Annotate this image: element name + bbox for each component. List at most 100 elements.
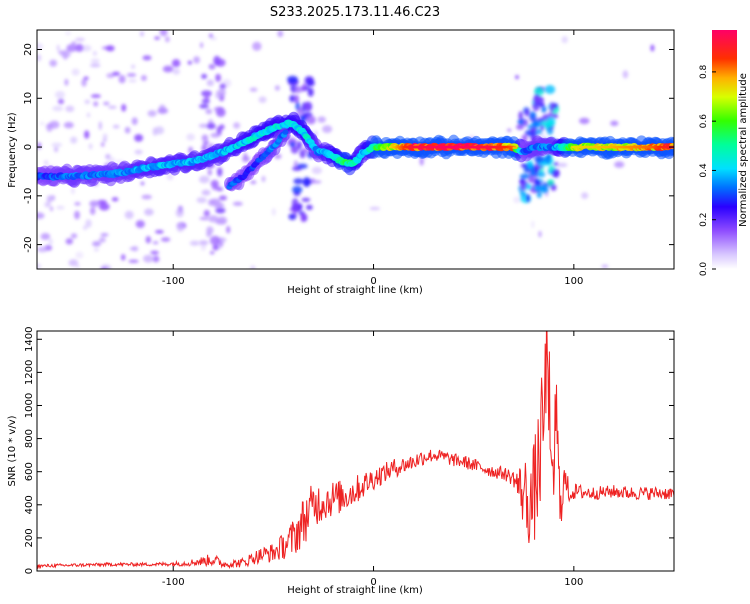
spectrogram-burst-blob (531, 120, 541, 128)
spectrogram-bursts (198, 55, 560, 251)
spectrogram-frame (36, 29, 675, 270)
spectrogram-noise-blob (601, 264, 609, 268)
spectrogram-noise-blob (243, 152, 248, 160)
spectrogram-noise-blob (40, 233, 51, 240)
spectrogram-noise-blob (108, 105, 117, 109)
spectrogram-noise-blob (52, 105, 64, 112)
spectrogram-y-tick-label: 20 (23, 43, 34, 56)
spectrogram-noise-blob (65, 105, 75, 113)
spectrogram-burst-blob (217, 216, 228, 225)
spectrogram-burst-blob (519, 178, 525, 184)
spectrogram-burst-blob (550, 184, 557, 191)
snr-y-tick-label: 400 (24, 495, 35, 514)
spectrogram-noise-blob (81, 78, 87, 87)
colorbar-tick-label: 0.8 (699, 64, 709, 79)
spectrogram-burst-blob (209, 235, 221, 246)
spectrogram-noise-blob (154, 36, 161, 40)
spectrogram-noise-blob (37, 142, 41, 150)
spectrogram-noise-blob (112, 124, 120, 129)
spectrogram-noise-blob (561, 36, 568, 44)
spectrogram-noise-blob (252, 41, 262, 51)
spectrogram-noise-blob (56, 205, 65, 210)
spectrogram-y-tick-label: 10 (23, 92, 34, 105)
spectrogram-noise-blob (84, 99, 91, 105)
spectrogram-noise-blob (162, 65, 174, 73)
spectrogram-burst-blob (216, 167, 223, 177)
spectrogram-noise-blob (97, 199, 107, 205)
spectrogram-ridge-peak (512, 146, 518, 149)
spectrogram-noise-blob (129, 247, 138, 251)
spectrogram-noise-blob (135, 220, 145, 229)
spectrogram-burst-blob (534, 155, 546, 163)
spectrogram-noise-blob (54, 90, 66, 99)
spectrogram-noise-blob (579, 117, 590, 125)
spectrogram-noise-blob (322, 125, 333, 133)
spectrogram-noise-blob (128, 79, 137, 83)
spectrogram-noise-blob (65, 31, 72, 35)
snr-y-ticks: 0 200 400 600 800 1000 1200 1400 (24, 327, 674, 574)
spectrogram-burst-blob (536, 117, 545, 123)
spectrogram-noise-blob (143, 254, 154, 263)
spectrogram-burst-blob (533, 94, 540, 103)
colorbar-ticks: 0.0 0.2 0.4 0.6 0.8 (699, 64, 716, 276)
spectrogram-burst-blob (215, 73, 222, 82)
spectrogram-noise-blob (140, 181, 145, 186)
spectrogram-y-tick-label: -10 (23, 188, 34, 204)
spectrogram-noise-blob (140, 75, 147, 81)
spectrogram-burst-blob (206, 231, 212, 238)
spectrogram-noise-blob (186, 133, 195, 141)
colorbar-label: Normalized spectral amplitude (738, 73, 749, 227)
spectrogram-noise-blob (37, 246, 48, 253)
spectrogram-burst-blob (219, 195, 227, 201)
spectrogram-burst-blob (523, 119, 528, 127)
spectrogram-burst-blob (540, 123, 545, 131)
spectrogram-noise-blob (74, 202, 81, 206)
spectrogram-noise-blob (75, 251, 84, 259)
spectrogram-burst-blob (294, 94, 300, 104)
spectrogram-y-ticks: -20 -10 0 10 20 (23, 43, 674, 253)
spectrogram-burst-blob (516, 124, 524, 130)
spectrogram-burst-blob (520, 163, 528, 168)
spectrogram-burst-blob (198, 240, 209, 246)
spectrogram-burst-blob (530, 126, 537, 134)
spectrogram-noise-blob (189, 240, 200, 246)
spectrogram-burst-blob (287, 75, 298, 84)
spectrogram-noise-blob (71, 68, 80, 76)
spectrogram-noise-blob (140, 31, 144, 37)
snr-x-ticks: -100 0 100 (162, 331, 583, 588)
spectrogram-burst-blob (553, 162, 559, 166)
spectrogram-noise-blob (103, 101, 110, 106)
spectrogram-burst-blob (201, 73, 208, 79)
spectrogram-burst-blob (543, 120, 553, 129)
spectrogram-burst-blob (293, 86, 303, 93)
spectrogram-burst-blob (290, 145, 299, 154)
spectrogram-x-ticks: -100 0 100 (162, 30, 583, 287)
spectrogram-noise-blob (200, 42, 204, 49)
spectrogram-burst-blob (210, 132, 220, 138)
spectrogram-noise-blob (112, 71, 121, 76)
spectrogram-burst-blob (208, 215, 219, 223)
spectrogram-burst-blob (219, 83, 226, 89)
snr-frame (36, 330, 675, 572)
spectrogram-noise-blob (199, 216, 210, 221)
spectrogram-noise-blob (261, 175, 266, 183)
spectrogram-noise-blob (271, 208, 276, 216)
spectrogram-burst-blob (544, 85, 556, 94)
spectrogram-noise-blob (126, 73, 137, 77)
spectrogram-noise-blob (84, 130, 90, 139)
spectrogram-noise-blob (65, 238, 74, 245)
snr-y-tick-label: 0 (24, 568, 35, 574)
spectrogram-burst-blob (547, 179, 555, 186)
spectrogram-burst-blob (536, 191, 542, 198)
colorbar-tick-label: 0.4 (699, 163, 709, 178)
spectrogram-burst-blob (198, 123, 209, 128)
spectrogram-noise-blob (152, 241, 159, 245)
spectrogram-burst-blob (302, 177, 311, 187)
spectrogram-burst-blob (289, 95, 296, 103)
spectrogram-burst-blob (215, 207, 226, 214)
spectrogram-noise-blob (54, 146, 59, 153)
spectrogram-burst-blob (208, 64, 215, 70)
